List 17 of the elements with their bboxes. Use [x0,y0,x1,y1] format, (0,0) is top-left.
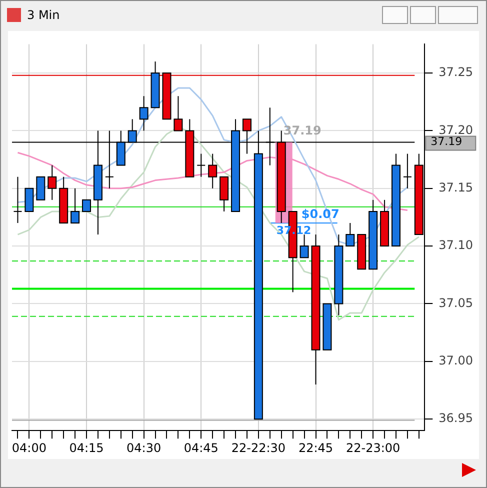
y-tick-label: 37.10 [438,238,474,252]
annotation: $0.07 [301,207,340,222]
x-tick-label: 22-22:30 [231,440,286,455]
chart-title: 3 Min [27,8,60,22]
x-tick-label: 22:45 [298,440,334,455]
x-tick-label: 04:30 [126,440,162,455]
x-tick-label: 04:45 [184,440,218,455]
y-tick-label: 37.25 [438,65,474,80]
y-tick-label: 37.20 [438,122,474,137]
ref-line-label: 37.19 [430,135,462,148]
y-tick-label: 37.15 [438,180,474,195]
y-tick-label: 36.95 [438,411,474,426]
y-tick-label: 37.00 [438,354,474,368]
x-tick-label: 22-23:00 [346,440,400,455]
y-tick-label: 37.05 [438,296,474,310]
x-tick-label: 04:15 [69,440,104,455]
x-tick-label: 04:00 [12,440,46,455]
